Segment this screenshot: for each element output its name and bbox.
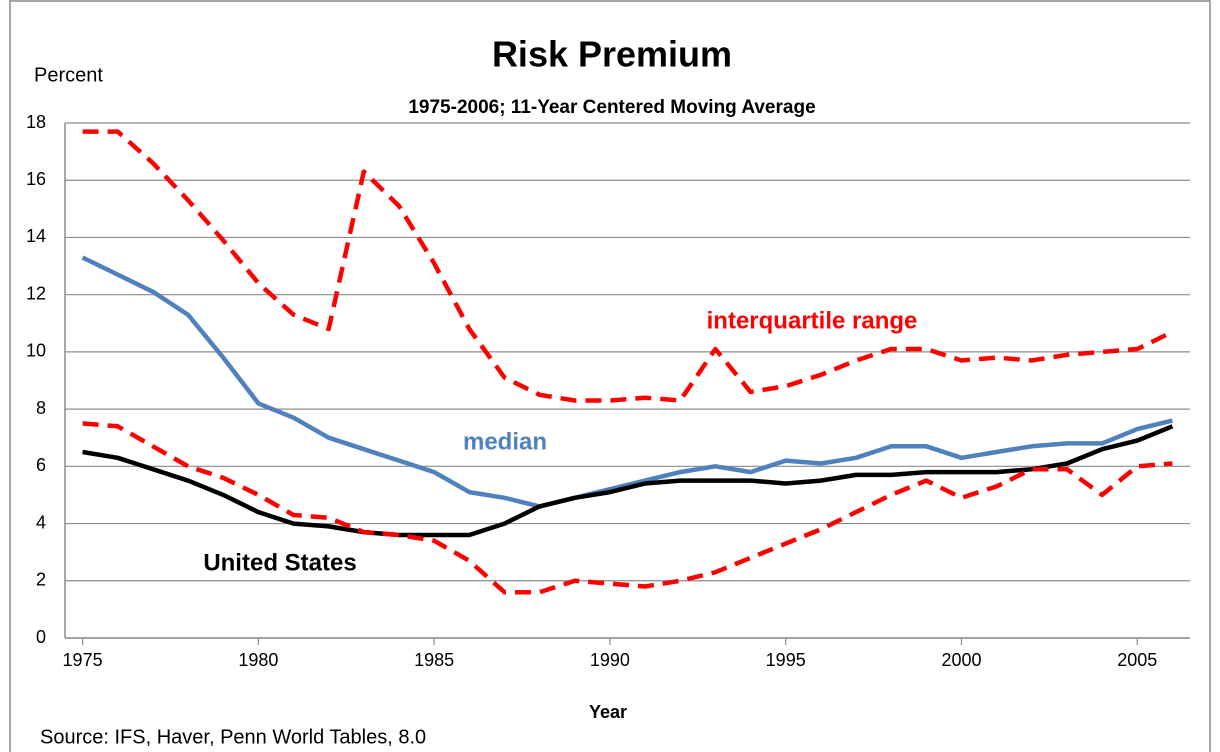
series-label: interquartile range bbox=[707, 307, 918, 334]
chart-subtitle: 1975-2006; 11-Year Centered Moving Avera… bbox=[408, 97, 815, 118]
y-tick-label: 0 bbox=[36, 627, 46, 647]
y-tick-label: 8 bbox=[36, 398, 46, 418]
series-line bbox=[82, 421, 1173, 595]
x-tick-label: 1990 bbox=[590, 650, 630, 670]
chart-title: Risk Premium bbox=[492, 34, 732, 75]
series-line bbox=[82, 129, 1174, 403]
x-tick-label: 2005 bbox=[1117, 650, 1157, 670]
y-tick-label: 16 bbox=[26, 169, 46, 189]
series-line bbox=[82, 424, 1174, 538]
x-tick-label: 1975 bbox=[63, 650, 103, 670]
x-axis-label: Year bbox=[589, 702, 627, 722]
y-tick-label: 12 bbox=[26, 283, 46, 303]
series-line bbox=[81, 255, 1173, 509]
series-label: United States bbox=[203, 549, 356, 576]
source-note: Source: IFS, Haver, Penn World Tables, 8… bbox=[40, 726, 426, 748]
x-tick-label: 1985 bbox=[414, 650, 454, 670]
x-tick-label: 1995 bbox=[766, 650, 806, 670]
y-tick-label: 4 bbox=[36, 512, 46, 532]
y-axis-label: Percent bbox=[34, 64, 103, 86]
y-tick-label: 14 bbox=[26, 226, 46, 246]
y-tick-label: 10 bbox=[26, 341, 46, 361]
y-tick-label: 6 bbox=[36, 455, 46, 475]
y-tick-label: 18 bbox=[26, 112, 46, 132]
y-tick-label: 2 bbox=[36, 570, 46, 590]
frame bbox=[9, 0, 1211, 752]
x-tick-label: 2000 bbox=[941, 650, 981, 670]
x-tick-label: 1980 bbox=[238, 650, 278, 670]
series-label: median bbox=[463, 428, 547, 455]
